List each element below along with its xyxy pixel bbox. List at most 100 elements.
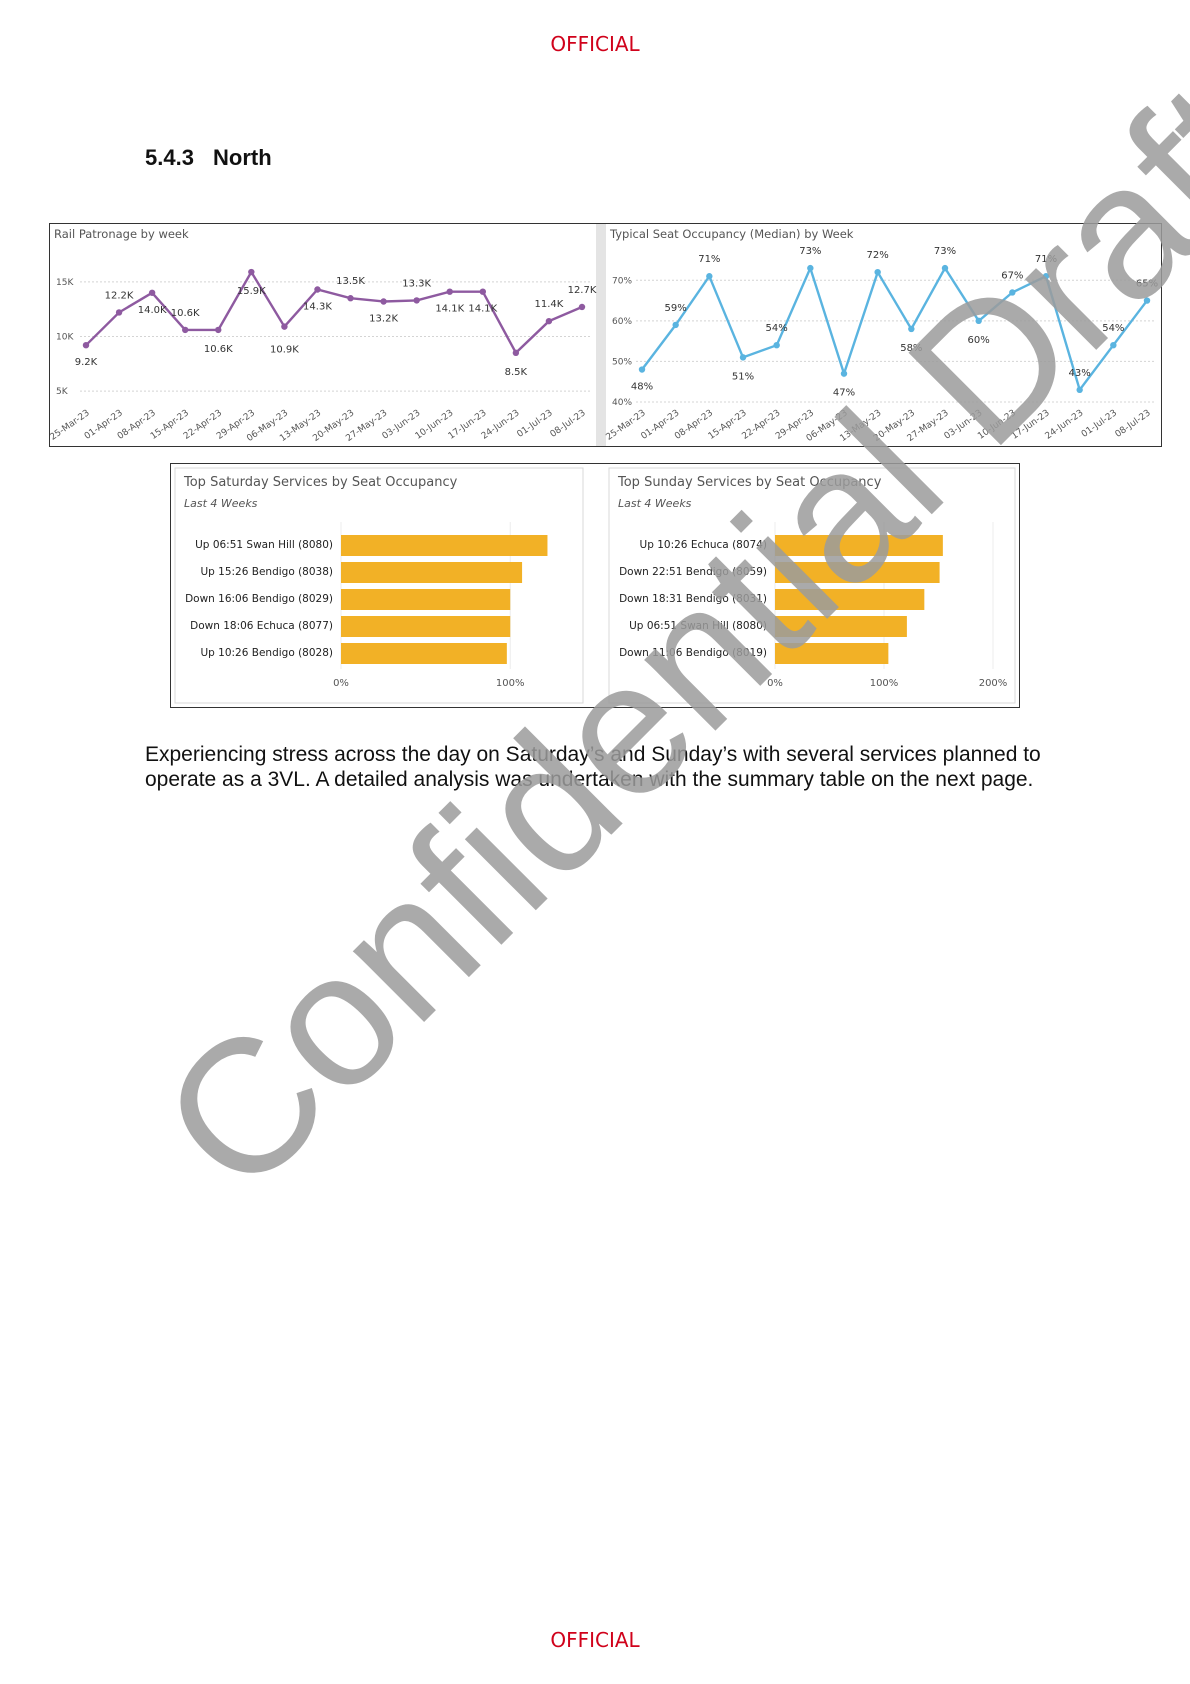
patronage-data-label: 13.2K <box>369 314 398 325</box>
occupancy-point <box>941 264 949 272</box>
sunday-category-label: Down 22:51 Bendigo (8059) <box>619 566 767 578</box>
occupancy-data-label: 65% <box>1136 279 1158 290</box>
occupancy-point <box>1143 297 1151 304</box>
occupancy-point <box>840 370 848 377</box>
saturday-category-label: Up 06:51 Swan Hill (8080) <box>195 539 333 551</box>
patronage-data-label: 11.4K <box>535 299 564 310</box>
saturday-bar <box>341 589 511 610</box>
saturday-bar <box>341 616 511 637</box>
occupancy-data-label: 71% <box>698 254 720 265</box>
saturday-xtick: 0% <box>333 678 349 689</box>
patronage-data-label: 10.6K <box>171 308 200 319</box>
patronage-data-label: 13.3K <box>402 278 431 289</box>
occupancy-point <box>1042 273 1050 280</box>
saturday-category-label: Up 10:26 Bendigo (8028) <box>200 647 333 659</box>
occupancy-series-line <box>641 264 1148 393</box>
occupancy-data-label: 47% <box>833 388 855 399</box>
patronage-point <box>545 317 553 325</box>
occupancy-point <box>739 354 747 361</box>
patronage-data-label: 12.2K <box>105 290 134 301</box>
occupancy-data-label: 58% <box>900 343 922 354</box>
patronage-point <box>248 268 255 276</box>
patronage-data-label: 14.1K <box>468 304 497 315</box>
patronage-ytick: 5K <box>56 387 69 397</box>
occupancy-data-label: 51% <box>732 371 754 382</box>
occupancy-title: Typical Seat Occupancy (Median) by Week <box>609 227 854 241</box>
patronage-series-line <box>85 269 583 355</box>
saturday-chart: Top Saturday Services by Seat Occupancy L… <box>174 467 584 704</box>
sunday-chart: Top Sunday Services by Seat Occupancy Las… <box>608 467 1016 704</box>
patronage-point <box>413 297 420 304</box>
sunday-category-label: Up 10:26 Echuca (8074) <box>640 539 767 551</box>
occupancy-data-label: 59% <box>665 303 687 314</box>
patronage-point <box>512 349 520 357</box>
body-paragraph: Experiencing stress across the day on Sa… <box>145 743 1041 791</box>
saturday-title: Top Saturday Services by Seat Occupancy <box>183 475 458 490</box>
saturday-bar <box>341 643 507 664</box>
sunday-bar <box>775 589 925 610</box>
occupancy-data-label: 54% <box>766 323 788 334</box>
footer-marking: OFFICIAL <box>550 1628 640 1652</box>
saturday-subtitle: Last 4 Weeks <box>184 497 258 510</box>
patronage-ytick: 10K <box>56 332 74 342</box>
line-charts-panel: Rail Patronage by week 5K 10K 15K 9.2K 25-Mar… <box>49 223 1162 447</box>
occupancy-data-label: 72% <box>867 250 889 261</box>
patronage-point <box>380 298 387 305</box>
occupancy-point <box>807 264 814 272</box>
patronage-title: Rail Patronage by week <box>54 227 189 241</box>
saturday-bar <box>341 535 548 556</box>
sunday-bar <box>775 616 907 637</box>
patronage-point <box>115 309 123 316</box>
patronage-point <box>215 326 222 334</box>
occupancy-point <box>706 273 713 280</box>
occupancy-ytick: 60% <box>612 317 632 327</box>
panel-divider <box>596 224 606 446</box>
sunday-bar <box>775 643 889 664</box>
saturday-xtick: 100% <box>496 678 525 689</box>
sunday-category-label: Down 11:06 Bendigo (8019) <box>619 647 767 659</box>
sunday-card <box>608 467 1016 704</box>
occupancy-point <box>975 317 982 325</box>
patronage-data-label: 12.7K <box>568 285 597 296</box>
occupancy-data-label: 71% <box>1035 254 1057 265</box>
saturday-category-label: Up 15:26 Bendigo (8038) <box>200 566 333 578</box>
saturday-category-label: Down 16:06 Bendigo (8029) <box>185 593 333 605</box>
patronage-point <box>578 303 586 311</box>
sunday-bar <box>775 562 940 583</box>
patronage-data-label: 9.2K <box>75 357 98 368</box>
occupancy-point <box>1110 342 1117 349</box>
sunday-category-label: Up 06:51 Swan Hill (8080) <box>629 620 767 632</box>
occupancy-point <box>1076 386 1083 394</box>
patronage-point <box>281 323 288 330</box>
sunday-xtick: 200% <box>979 678 1008 689</box>
sunday-subtitle: Last 4 Weeks <box>618 497 692 510</box>
patronage-data-label: 14.1K <box>435 304 464 315</box>
bar-charts-canvas: Top Saturday Services by Seat Occupancy L… <box>171 464 1019 707</box>
occupancy-data-label: 67% <box>1001 270 1023 281</box>
section-title: North <box>213 145 272 170</box>
occupancy-data-label: 48% <box>631 382 653 393</box>
patronage-data-label: 10.6K <box>204 344 233 355</box>
patronage-point <box>479 288 486 295</box>
occupancy-point <box>908 325 915 333</box>
patronage-point <box>82 342 90 349</box>
sunday-bar <box>775 535 943 556</box>
occupancy-data-label: 73% <box>799 246 821 257</box>
occupancy-ytick: 50% <box>612 357 632 367</box>
occupancy-point <box>638 366 646 373</box>
bar-charts-panel: Top Saturday Services by Seat Occupancy L… <box>170 463 1020 708</box>
patronage-data-label: 10.9K <box>270 345 299 356</box>
occupancy-data-label: 54% <box>1102 323 1124 334</box>
section-number: 5.4.3 <box>145 145 194 170</box>
patronage-ytick: 15K <box>56 278 74 288</box>
patronage-point <box>148 289 156 296</box>
patronage-data-label: 8.5K <box>505 367 528 378</box>
occupancy-data-label: 73% <box>934 246 956 257</box>
patronage-point <box>347 295 354 302</box>
occupancy-data-label: 43% <box>1069 368 1091 379</box>
patronage-point <box>446 288 453 295</box>
occupancy-ytick: 40% <box>612 398 632 408</box>
section-heading: 5.4.3 North <box>145 145 272 171</box>
occupancy-point <box>672 321 679 329</box>
occupancy-point <box>1009 289 1016 296</box>
